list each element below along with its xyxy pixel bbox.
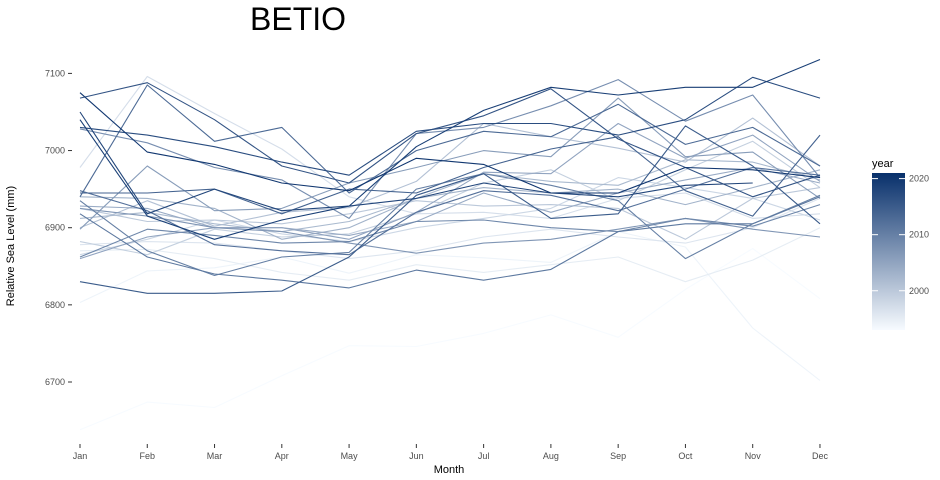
x-tick-label: Feb <box>140 451 156 461</box>
series-line-1999 <box>79 140 821 256</box>
x-tick-label: Oct <box>678 451 693 461</box>
y-axis-title: Relative Sea Level (mm) <box>5 186 17 306</box>
series-line-2003 <box>79 169 821 240</box>
x-tick-label: Jun <box>409 451 424 461</box>
series-line-2000 <box>79 187 821 240</box>
x-axis-title: Month <box>434 464 465 476</box>
plot-lines <box>79 58 821 431</box>
series-line-2008 <box>79 79 821 219</box>
y-tick-label: 6900 <box>45 223 65 233</box>
legend-tick-label: 2020 <box>909 174 929 184</box>
x-tick-label: Nov <box>745 451 762 461</box>
series-line-2011 <box>79 196 821 289</box>
series-line-2020 <box>79 92 821 194</box>
y-axis: 6700 6800 6900 7000 7100 <box>45 68 72 387</box>
x-tick-label: Dec <box>812 451 829 461</box>
series-line-2012 <box>79 166 821 256</box>
x-tick-label: Sep <box>610 451 626 461</box>
series-line-2005 <box>79 122 821 260</box>
series-line-1998 <box>79 177 821 256</box>
series-line-2017 <box>79 76 821 176</box>
series-line-2016 <box>79 82 821 198</box>
legend-title: year <box>872 158 894 170</box>
x-axis: Jan Feb Mar Apr May Jun Jul Aug Sep Oct Nov Dec <box>73 444 829 461</box>
x-tick-label: May <box>341 451 359 461</box>
chart-title: BETIO <box>250 1 346 37</box>
series-line-2002 <box>79 159 821 233</box>
y-tick-label: 6800 <box>45 300 65 310</box>
series-line-1995 <box>79 227 821 283</box>
series-line-1993 <box>79 247 821 431</box>
y-tick-label: 7100 <box>45 68 65 78</box>
legend-tick-label: 2010 <box>909 230 929 240</box>
series-line-1996 <box>79 197 821 260</box>
x-tick-label: Jul <box>478 451 490 461</box>
y-tick-label: 6700 <box>45 377 65 387</box>
series-line-2004 <box>79 166 821 236</box>
series-line-2015 <box>79 125 821 294</box>
x-tick-label: Aug <box>543 451 559 461</box>
legend: year 2000 2010 2020 <box>872 158 929 330</box>
series-line-2009 <box>79 204 821 258</box>
x-tick-label: Apr <box>275 451 289 461</box>
series-line-1994 <box>79 231 821 381</box>
legend-tick-label: 2000 <box>909 286 929 296</box>
series-line-2019 <box>79 58 821 240</box>
series-line-2006 <box>79 97 821 230</box>
series-line-2013 <box>79 84 821 198</box>
x-tick-label: Jan <box>73 451 88 461</box>
legend-colorbar <box>872 173 905 330</box>
series-line-1997 <box>79 75 821 219</box>
series-line-2018 <box>79 111 753 215</box>
y-tick-label: 7000 <box>45 146 65 156</box>
x-tick-label: Mar <box>207 451 223 461</box>
legend-ticks: 2000 2010 2020 <box>872 174 929 296</box>
series-line-2014 <box>80 134 821 217</box>
series-line-2001 <box>79 117 821 229</box>
